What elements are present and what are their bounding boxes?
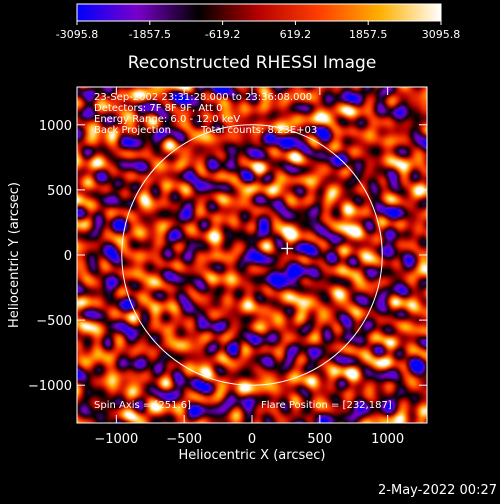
x-tick-label: −500 — [166, 432, 202, 447]
solar-limb-circle — [121, 124, 383, 386]
y-axis: −1000 −500 0 500 1000 — [28, 119, 427, 394]
footer-date: 2-May-2022 00:27 — [378, 483, 497, 498]
colorbar-ticks: -3095.8 -1857.5 -619.2 619.2 1857.5 3095.8 — [56, 21, 460, 41]
flare-marker — [281, 242, 294, 255]
annotation-time: 23-Sep-2002 23:31:28.000 to 23:36:08.000 — [94, 92, 312, 103]
annotation-counts: Total counts: 8.23E+03 — [200, 125, 317, 136]
colorbar-tick-label: -619.2 — [205, 28, 240, 41]
y-tick-label: 0 — [64, 249, 72, 264]
annotation-flare-position: Flare Position = [232,187] — [261, 400, 392, 411]
colorbar-tick-label: -1857.5 — [129, 28, 171, 41]
annotation-spin-axis: Spin Axis = [251.6] — [94, 400, 191, 411]
colorbar-tick-label: 1857.5 — [349, 28, 388, 41]
annotation-energy: Energy Range: 6.0 - 12.0 keV — [94, 114, 240, 125]
x-tick-label: 500 — [307, 432, 332, 447]
plot-area — [77, 87, 427, 423]
x-axis: −1000 −500 0 500 1000 — [94, 87, 404, 447]
y-tick-label: −500 — [36, 314, 72, 329]
y-tick-label: 500 — [47, 184, 72, 199]
y-axis-label: Heliocentric Y (arcsec) — [7, 182, 22, 328]
colorbar — [76, 3, 442, 22]
x-tick-label: 1000 — [371, 432, 404, 447]
y-tick-label: 1000 — [39, 119, 72, 134]
annotation-method: Back Projection — [94, 125, 171, 136]
x-tick-label: −1000 — [94, 432, 138, 447]
colorbar-tick-label: -3095.8 — [56, 28, 98, 41]
annotation-detectors: Detectors: 7F 8F 9F, Att 0 — [94, 103, 222, 114]
x-axis-label: Heliocentric X (arcsec) — [179, 448, 326, 463]
x-tick-label: 0 — [248, 432, 256, 447]
colorbar-tick-label: 3095.8 — [422, 28, 461, 41]
y-tick-label: −1000 — [28, 379, 72, 394]
chart-title: Reconstructed RHESSI Image — [128, 53, 377, 73]
colorbar-tick-label: 619.2 — [280, 28, 312, 41]
heatmap-image — [77, 87, 427, 423]
